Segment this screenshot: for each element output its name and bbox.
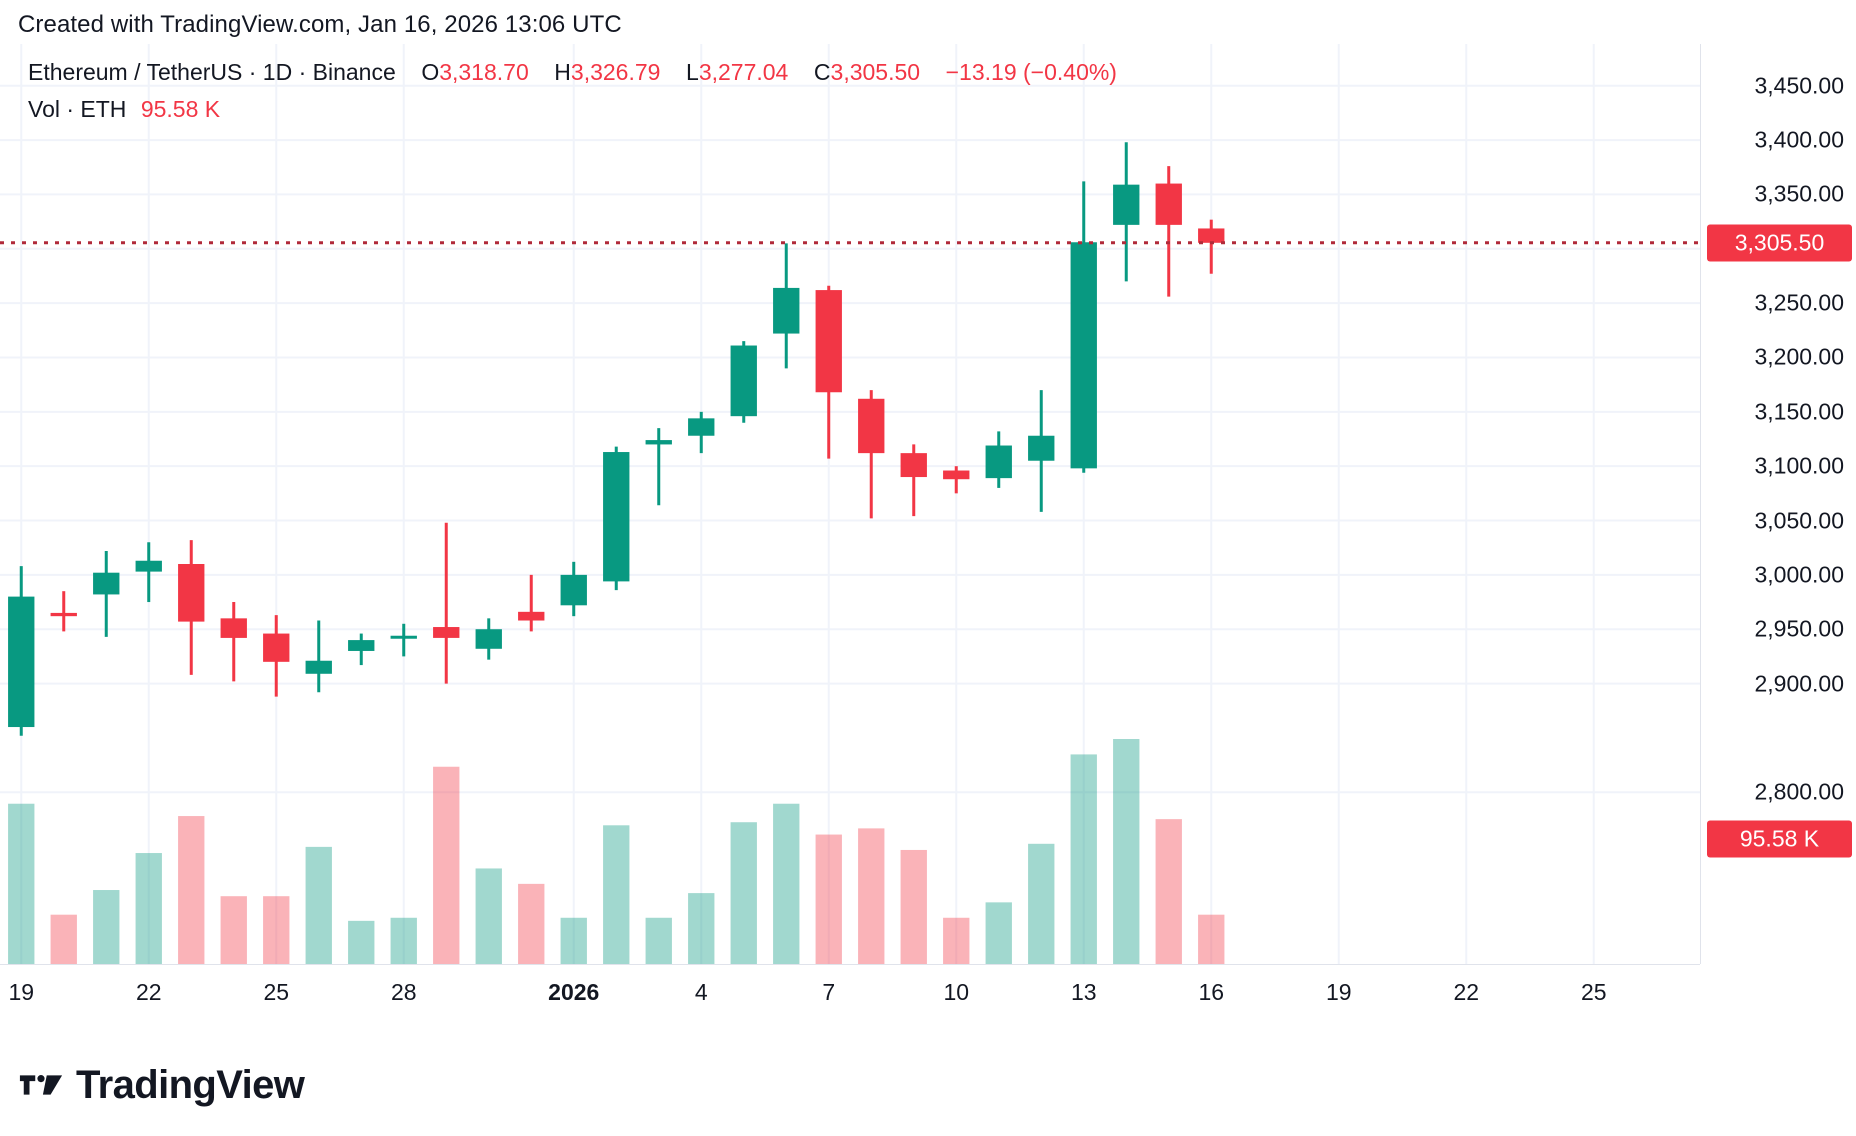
time-axis-tick: 19: [8, 979, 35, 1005]
time-axis-tick: 25: [263, 979, 290, 1005]
price-axis-tick: 2,900.00: [1754, 670, 1844, 697]
price-axis-tick: 2,950.00: [1754, 615, 1844, 642]
candlestick-series: [8, 142, 1225, 736]
time-axis-tick: 28: [390, 979, 417, 1005]
time-axis-tick: 2026: [548, 979, 600, 1005]
price-axis-tick: 3,200.00: [1754, 343, 1844, 370]
tradingview-logo: TradingView: [18, 1062, 305, 1108]
volume-series: [8, 739, 1225, 964]
chart-canvas[interactable]: [0, 44, 1700, 964]
tradingview-mark-icon: [19, 1075, 63, 1095]
created-with-caption: Created with TradingView.com, Jan 16, 20…: [18, 11, 622, 38]
change-value: −13.19 (−0.40%): [945, 59, 1117, 85]
time-axis-tick: 19: [1325, 979, 1352, 1005]
price-axis-tick: 3,400.00: [1754, 126, 1844, 153]
high-key: H: [554, 59, 571, 85]
high-value: 3,326.79: [570, 59, 661, 85]
price-axis-tick: 3,150.00: [1754, 398, 1844, 425]
price-axis-tick: 2,800.00: [1754, 778, 1844, 805]
low-key: L: [686, 59, 699, 85]
close-key: C: [813, 59, 831, 85]
close-value: 3,305.50: [830, 59, 921, 85]
chart-gridlines: [0, 44, 1700, 964]
open-key: O: [421, 59, 440, 85]
volume-label: Vol · ETH: [28, 95, 127, 122]
time-axis-tick: 4: [694, 979, 708, 1005]
price-axis-tick: 3,250.00: [1754, 289, 1844, 316]
time-axis-tick: 13: [1070, 979, 1097, 1005]
price-axis-tick: 3,450.00: [1754, 72, 1844, 99]
time-axis-tick: 10: [943, 979, 970, 1005]
price-axis-tick: 3,000.00: [1754, 561, 1844, 588]
time-axis-tick: 25: [1580, 979, 1607, 1005]
current-volume-badge[interactable]: 95.58 K: [1707, 820, 1852, 858]
open-value: 3,318.70: [439, 59, 529, 85]
time-axis-tick: 22: [1453, 979, 1480, 1005]
time-axis-tick: 22: [135, 979, 162, 1005]
price-axis[interactable]: 3,450.00 3,400.00 3,350.00 3,250.00 3,200.00…: [1700, 44, 1856, 964]
tradingview-wordmark: TradingView: [76, 1062, 305, 1107]
price-axis-tick: 3,050.00: [1754, 507, 1844, 534]
legend-volume-row[interactable]: Vol · ETH 95.58 K: [28, 93, 1117, 126]
time-axis-tick: 7: [822, 979, 836, 1005]
low-value: 3,277.04: [698, 59, 789, 85]
symbol-label: Ethereum / TetherUS · 1D · Binance: [28, 59, 396, 85]
volume-value: 95.58 K: [140, 95, 221, 122]
current-price-line: [0, 241, 1700, 245]
legend-symbol-row[interactable]: Ethereum / TetherUS · 1D · Binance O3,31…: [28, 56, 1117, 89]
chart-legend: Ethereum / TetherUS · 1D · Binance O3,31…: [28, 56, 1117, 125]
price-axis-tick: 3,350.00: [1754, 180, 1844, 207]
time-axis-tick: 16: [1198, 979, 1225, 1005]
price-axis-tick: 3,100.00: [1754, 452, 1844, 479]
time-axis[interactable]: 19 22 25 28 2026 4 7 10 13 16 19 22 25: [0, 964, 1700, 1024]
current-price-badge[interactable]: 3,305.50: [1707, 224, 1852, 262]
